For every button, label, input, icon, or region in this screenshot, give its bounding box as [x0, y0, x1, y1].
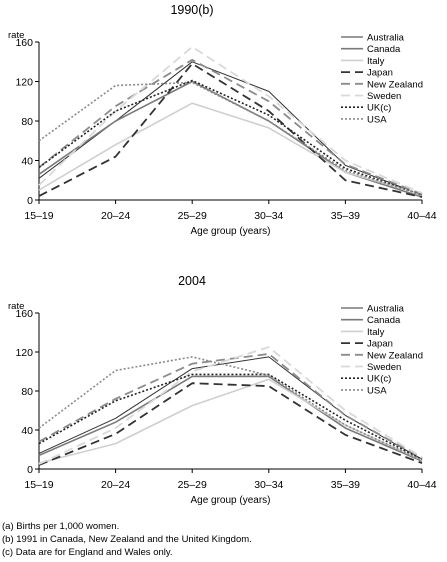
y-tick-label: 0 [27, 464, 33, 476]
x-tick-label: 30–34 [254, 210, 283, 222]
series-line-australia [38, 61, 423, 196]
y-axis-unit-label: rate [8, 30, 24, 41]
legend-label: Canada [367, 44, 401, 55]
legend-label: New Zealand [367, 350, 423, 361]
chart-panel-2: 2004 rate 0 40 80 120 160 15–19 20–24 25–29 30–34 3… [8, 274, 437, 506]
chart-title: 1990(b) [170, 3, 213, 17]
x-tick-label: 30–34 [254, 479, 283, 491]
chart-panel-1: 1990(b) rate 0 40 80 120 160 15–19 20–24 25–29 30–… [8, 3, 437, 237]
y-tick-label: 0 [27, 195, 33, 207]
x-axis-label: Age group (years) [190, 226, 270, 237]
y-tick-label: 40 [21, 425, 33, 437]
legend-label: Italy [367, 327, 385, 338]
x-tick-label: 40–44 [407, 210, 436, 222]
series-line-uk-c [38, 373, 423, 461]
series-line-usa [38, 81, 423, 196]
series-line-sweden [38, 346, 423, 465]
figure: 1990(b) rate 0 40 80 120 160 15–19 20–24 25–29 30–… [8, 3, 437, 506]
footnote-b: (b) 1991 in Canada, New Zealand and the … [2, 534, 252, 545]
y-tick-label: 80 [21, 116, 33, 128]
x-tick-label: 35–39 [331, 479, 360, 491]
x-tick-label: 35–39 [331, 210, 360, 222]
series-line-japan [38, 62, 423, 198]
legend-label: USA [367, 385, 387, 396]
series-line-australia [38, 356, 423, 460]
series-line-canada [38, 375, 423, 462]
x-axis-label: Age group (years) [190, 495, 270, 506]
series-line-new-zealand [38, 58, 423, 195]
series-line-italy [38, 102, 423, 195]
x-tick-label: 25–29 [178, 479, 207, 491]
legend-label: Japan [367, 339, 393, 350]
legend-label: USA [367, 114, 387, 125]
series-line-uk-c [38, 79, 423, 196]
footnote-a: (a) Births per 1,000 women. [2, 521, 120, 532]
legend-label: Australia [367, 304, 405, 315]
legend-label: UK(c) [367, 374, 391, 385]
y-axis-unit-label: rate [8, 301, 24, 312]
x-tick-label: 15–19 [24, 210, 53, 222]
x-tick-label: 15–19 [24, 479, 53, 491]
x-tick-label: 20–24 [101, 210, 130, 222]
series-line-japan [38, 382, 423, 466]
y-tick-label: 80 [21, 386, 33, 398]
y-tick-label: 120 [15, 77, 33, 89]
y-tick-label: 120 [15, 347, 33, 359]
legend-label: Canada [367, 315, 401, 326]
footnote-c: (c) Data are for England and Wales only. [2, 547, 173, 558]
legend-label: Sweden [367, 362, 401, 373]
legend-label: Australia [367, 33, 405, 44]
legend-label: Sweden [367, 91, 401, 102]
series-line-usa [38, 356, 423, 461]
footnotes: (a) Births per 1,000 women. (b) 1991 in … [2, 520, 252, 559]
x-tick-label: 40–44 [407, 479, 436, 491]
x-tick-label: 20–24 [101, 479, 130, 491]
legend-label: Japan [367, 68, 393, 79]
y-tick-label: 160 [15, 308, 33, 320]
legend-label: New Zealand [367, 79, 423, 90]
chart-title: 2004 [178, 274, 206, 288]
y-tick-label: 40 [21, 156, 33, 168]
legend-label: Italy [367, 56, 385, 67]
legend-label: UK(c) [367, 103, 391, 114]
series-line-canada [38, 80, 423, 198]
y-tick-label: 160 [15, 37, 33, 49]
series-line-sweden [38, 46, 423, 194]
x-tick-label: 25–29 [178, 210, 207, 222]
series-line-new-zealand [38, 352, 423, 460]
